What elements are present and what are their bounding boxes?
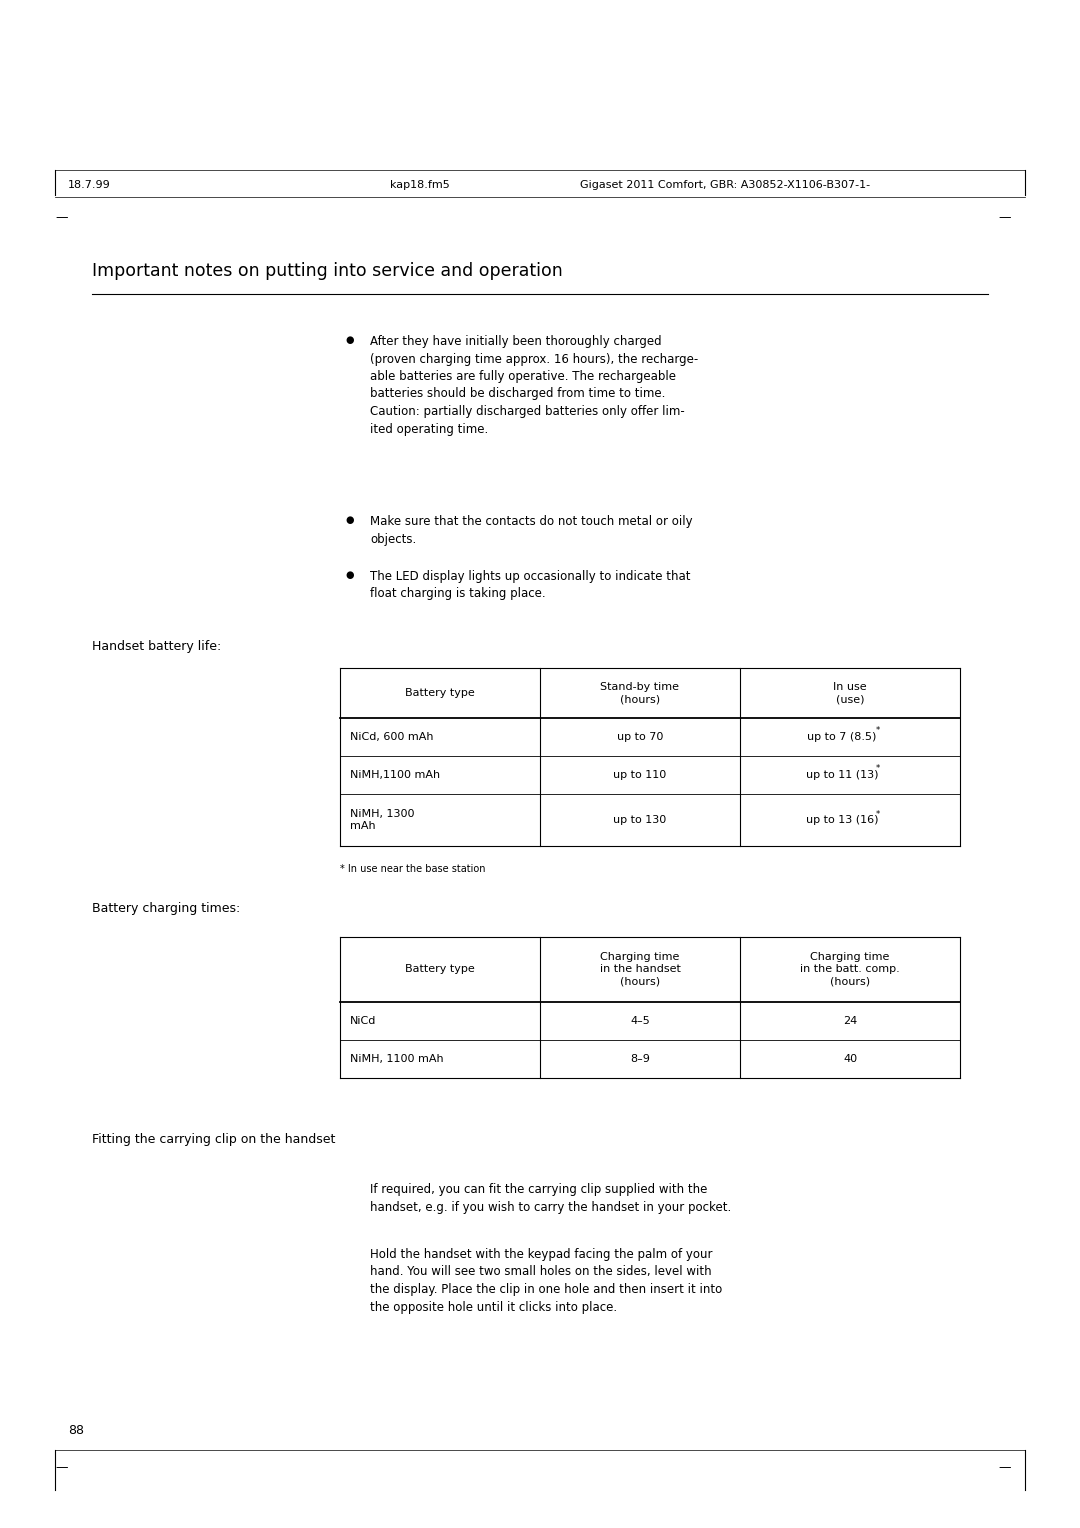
Text: Handset battery life:: Handset battery life: bbox=[92, 640, 221, 652]
Text: Charging time
in the batt. comp.
(hours): Charging time in the batt. comp. (hours) bbox=[800, 952, 900, 987]
Text: NiMH,1100 mAh: NiMH,1100 mAh bbox=[350, 770, 441, 779]
Text: —: — bbox=[55, 211, 67, 225]
Text: If required, you can fit the carrying clip supplied with the
handset, e.g. if yo: If required, you can fit the carrying cl… bbox=[370, 1183, 731, 1213]
Text: Gigaset 2011 Comfort, GBR: A30852-X1106-B307-1-: Gigaset 2011 Comfort, GBR: A30852-X1106-… bbox=[580, 180, 870, 189]
Text: 4–5: 4–5 bbox=[630, 1016, 650, 1025]
Text: Important notes on putting into service and operation: Important notes on putting into service … bbox=[92, 261, 563, 280]
Text: 8–9: 8–9 bbox=[630, 1054, 650, 1063]
Text: up to 7 (8.5): up to 7 (8.5) bbox=[808, 732, 877, 743]
Text: Stand-by time
(hours): Stand-by time (hours) bbox=[600, 681, 679, 704]
Text: ●: ● bbox=[345, 335, 353, 345]
Text: —: — bbox=[55, 1461, 67, 1475]
Text: *: * bbox=[876, 726, 880, 735]
Text: up to 130: up to 130 bbox=[613, 814, 666, 825]
Text: up to 11 (13): up to 11 (13) bbox=[806, 770, 878, 779]
Text: *: * bbox=[876, 810, 880, 819]
Text: up to 110: up to 110 bbox=[613, 770, 666, 779]
Text: Battery charging times:: Battery charging times: bbox=[92, 902, 240, 915]
Text: 24: 24 bbox=[842, 1016, 858, 1025]
Text: 88: 88 bbox=[68, 1424, 84, 1436]
Text: *: * bbox=[876, 764, 880, 773]
Text: Fitting the carrying clip on the handset: Fitting the carrying clip on the handset bbox=[92, 1132, 336, 1146]
Text: up to 70: up to 70 bbox=[617, 732, 663, 743]
Text: Battery type: Battery type bbox=[405, 964, 475, 975]
Text: Hold the handset with the keypad facing the palm of your
hand. You will see two : Hold the handset with the keypad facing … bbox=[370, 1248, 723, 1314]
Text: NiCd, 600 mAh: NiCd, 600 mAh bbox=[350, 732, 433, 743]
Text: NiMH, 1300
mAh: NiMH, 1300 mAh bbox=[350, 808, 415, 831]
Text: After they have initially been thoroughly charged
(proven charging time approx. : After they have initially been thoroughl… bbox=[370, 335, 699, 435]
Text: ●: ● bbox=[345, 515, 353, 526]
Text: Make sure that the contacts do not touch metal or oily
objects.: Make sure that the contacts do not touch… bbox=[370, 515, 692, 545]
Text: NiCd: NiCd bbox=[350, 1016, 376, 1025]
Text: 40: 40 bbox=[842, 1054, 858, 1063]
Text: ●: ● bbox=[345, 570, 353, 581]
Text: Charging time
in the handset
(hours): Charging time in the handset (hours) bbox=[599, 952, 680, 987]
Text: * In use near the base station: * In use near the base station bbox=[340, 863, 486, 874]
Text: —: — bbox=[998, 211, 1011, 225]
Text: The LED display lights up occasionally to indicate that
float charging is taking: The LED display lights up occasionally t… bbox=[370, 570, 690, 601]
Text: 18.7.99: 18.7.99 bbox=[68, 180, 111, 189]
Text: Battery type: Battery type bbox=[405, 688, 475, 698]
Text: NiMH, 1100 mAh: NiMH, 1100 mAh bbox=[350, 1054, 444, 1063]
Text: kap18.fm5: kap18.fm5 bbox=[390, 180, 449, 189]
Text: In use
(use): In use (use) bbox=[833, 681, 867, 704]
Text: up to 13 (16): up to 13 (16) bbox=[806, 814, 878, 825]
Text: —: — bbox=[998, 1461, 1011, 1475]
